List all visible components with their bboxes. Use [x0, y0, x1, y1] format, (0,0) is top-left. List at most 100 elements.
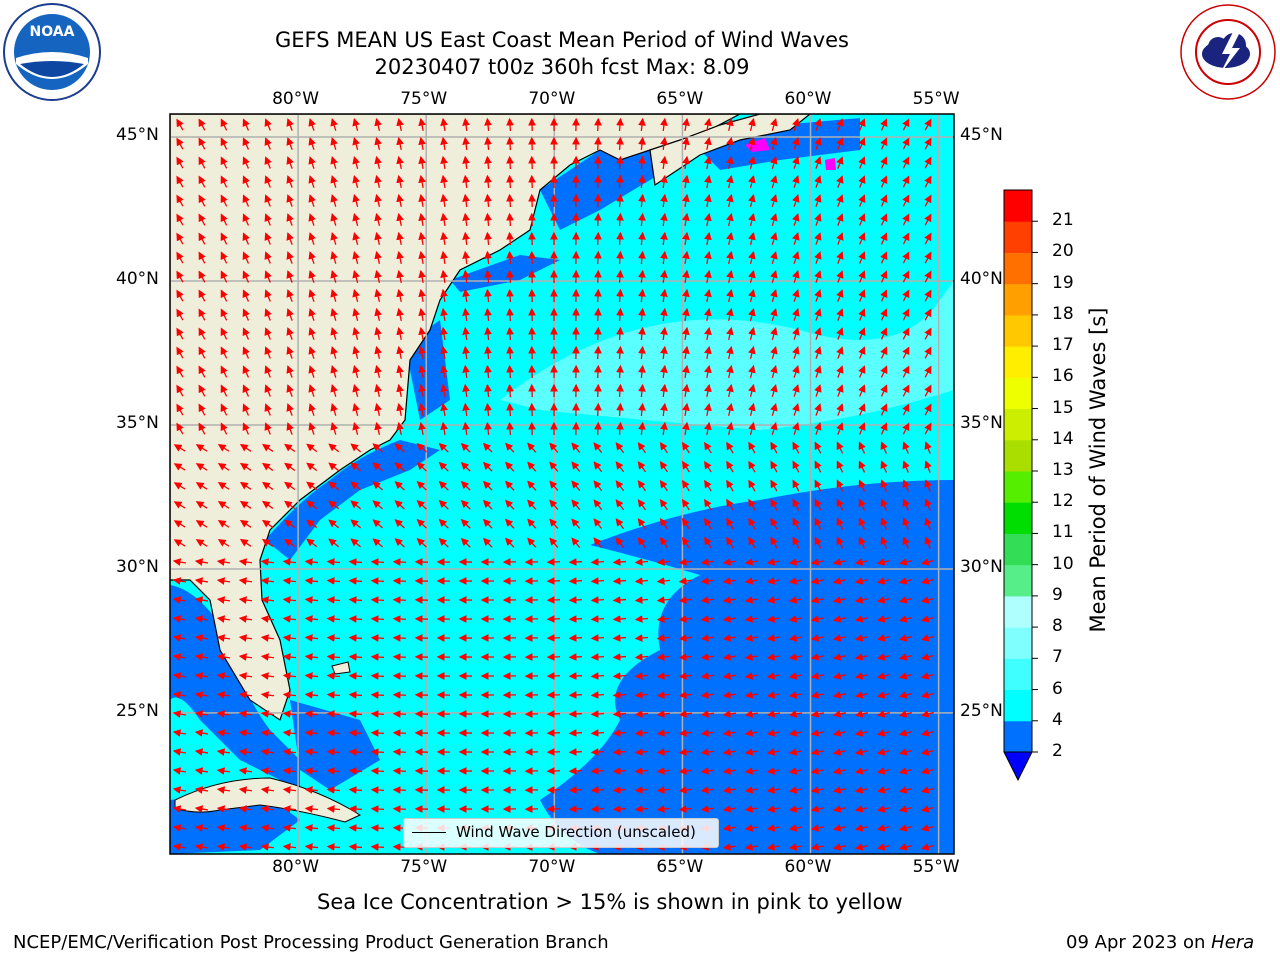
direction-arrow [326, 596, 341, 604]
direction-arrow [902, 270, 910, 283]
direction-arrow [678, 577, 693, 585]
direction-arrow [876, 634, 890, 642]
direction-arrow [304, 577, 319, 585]
direction-arrow [902, 118, 910, 131]
direction-arrow [814, 479, 822, 492]
direction-arrow [594, 383, 602, 398]
direction-arrow [854, 710, 869, 718]
direction-arrow [418, 307, 426, 322]
direction-arrow [810, 729, 825, 737]
direction-arrow [198, 403, 206, 416]
direction-arrow [748, 517, 756, 530]
direction-arrow [172, 729, 187, 737]
direction-arrow [748, 498, 756, 511]
lat-tick-label: 40°N [116, 269, 159, 289]
direction-arrow [770, 136, 778, 150]
direction-arrow [506, 136, 514, 151]
colorbar-tick-label: 19 [1052, 272, 1074, 293]
direction-arrow [616, 421, 624, 436]
direction-arrow [615, 518, 625, 530]
direction-arrow [836, 194, 844, 207]
direction-arrow [634, 577, 649, 585]
direction-arrow [612, 672, 627, 680]
direction-arrow [304, 710, 319, 718]
direction-arrow [792, 536, 800, 549]
colorbar-tick-label: 2 [1052, 741, 1063, 761]
direction-arrow [372, 500, 383, 510]
direction-arrow [836, 156, 844, 169]
direction-arrow [814, 156, 822, 169]
direction-arrow [176, 251, 184, 264]
direction-arrow [920, 615, 934, 623]
direction-arrow [370, 843, 385, 851]
direction-arrow [744, 729, 759, 737]
direction-arrow [242, 365, 250, 378]
direction-arrow [352, 345, 360, 359]
direction-arrow [832, 577, 847, 585]
direction-arrow [902, 536, 910, 549]
direction-arrow [616, 326, 624, 341]
direction-arrow [638, 345, 646, 360]
direction-arrow [220, 308, 228, 321]
direction-arrow [880, 308, 888, 321]
direction-arrow [880, 365, 888, 378]
direction-arrow [308, 403, 316, 416]
direction-arrow [396, 117, 404, 131]
direction-arrow [792, 479, 800, 492]
direction-arrow [770, 364, 778, 378]
direction-arrow [792, 213, 800, 226]
direction-arrow [264, 403, 272, 416]
direction-arrow [836, 365, 844, 378]
direction-arrow [682, 345, 690, 360]
direction-arrow [832, 653, 847, 661]
direction-arrow [195, 482, 208, 490]
direction-arrow [396, 136, 404, 150]
direction-arrow [836, 289, 844, 302]
direction-arrow [634, 729, 649, 737]
direction-arrow [172, 653, 187, 661]
direction-arrow [638, 421, 646, 436]
direction-arrow [195, 463, 208, 471]
direction-arrow [326, 634, 341, 642]
direction-arrow [858, 517, 866, 530]
direction-arrow [308, 346, 316, 359]
direction-arrow [173, 520, 186, 528]
direction-arrow [880, 460, 888, 473]
direction-arrow [593, 461, 603, 473]
direction-arrow [700, 710, 715, 718]
direction-arrow [506, 307, 514, 322]
direction-arrow [352, 288, 360, 302]
direction-arrow [876, 710, 890, 718]
lon-tick-label: 65°W [656, 89, 704, 109]
direction-arrow [616, 136, 624, 151]
direction-arrow [374, 421, 382, 435]
direction-arrow [924, 213, 932, 226]
direction-arrow [590, 615, 605, 623]
direction-arrow [396, 174, 404, 188]
direction-arrow [392, 691, 407, 699]
direction-arrow [568, 748, 583, 756]
direction-arrow [370, 805, 385, 813]
direction-arrow [284, 481, 296, 491]
direction-arrow [876, 653, 890, 661]
direction-arrow [438, 518, 449, 529]
direction-arrow [330, 289, 338, 302]
direction-arrow [462, 345, 470, 360]
direction-arrow [612, 634, 627, 642]
direction-arrow [726, 136, 734, 150]
legend-line [412, 832, 446, 833]
direction-arrow [726, 231, 734, 245]
direction-arrow [198, 384, 206, 397]
direction-arrow [920, 596, 934, 604]
colorbar-segment [1004, 377, 1032, 410]
direction-arrow [216, 748, 231, 756]
direction-arrow [656, 615, 671, 623]
direction-arrow [612, 805, 627, 813]
direction-arrow [216, 653, 231, 661]
direction-arrow [744, 710, 759, 718]
direction-arrow [858, 213, 866, 226]
direction-arrow [286, 232, 294, 245]
direction-arrow [462, 402, 470, 417]
direction-arrow [239, 462, 252, 471]
direction-arrow [590, 805, 605, 813]
